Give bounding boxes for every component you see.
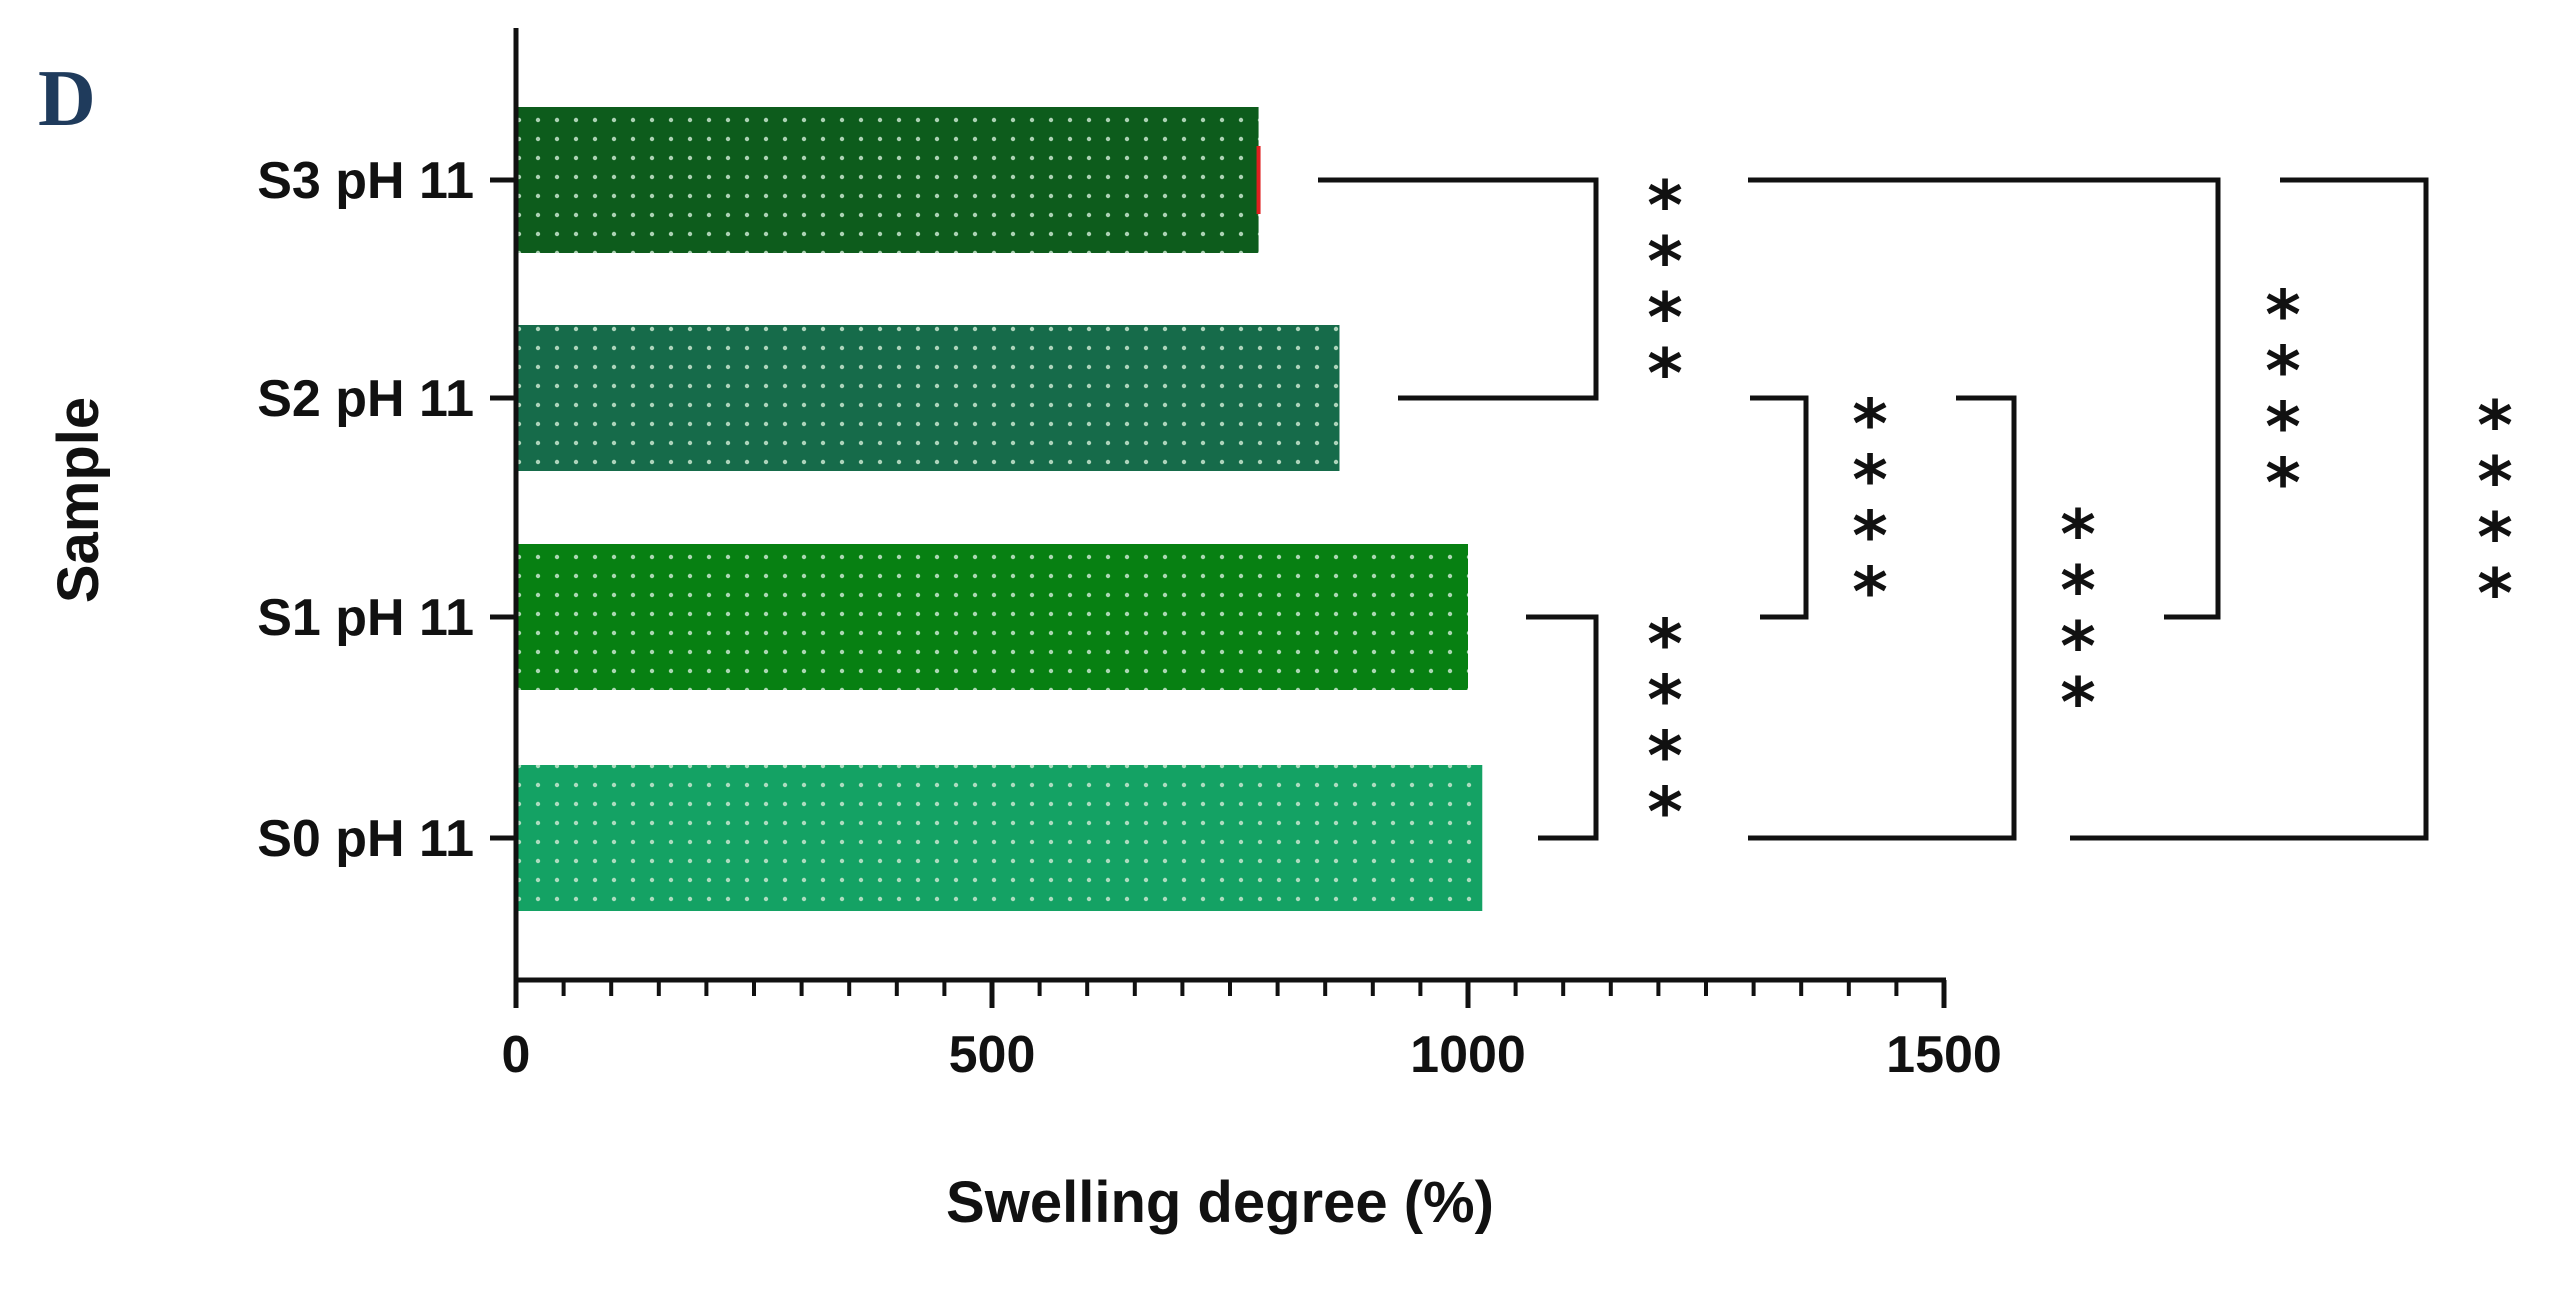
y-tick-label: S1 pH 11 (257, 589, 474, 647)
bar-texture (516, 325, 1340, 471)
y-tick-label: S2 pH 11 (257, 370, 474, 428)
bar-texture (516, 544, 1468, 690)
significance-star: * (2265, 277, 2301, 356)
significance-label: **** (2060, 496, 2096, 743)
bar-texture (516, 765, 1483, 911)
significance-star: * (2060, 608, 2096, 687)
significance-star: * (1647, 718, 1683, 797)
significance-star: * (1647, 662, 1683, 741)
significance-bracket (2070, 177, 2429, 841)
significance-star: * (1647, 167, 1683, 246)
significance-star: * (1852, 498, 1888, 577)
significance-label: **** (2477, 387, 2513, 634)
bars (516, 107, 1483, 911)
significance-star: * (1852, 554, 1888, 633)
y-axis-title: Sample (46, 397, 111, 603)
significance-star: * (1852, 442, 1888, 521)
x-tick-label: 500 (949, 1026, 1036, 1084)
significance-label: **** (1852, 386, 1888, 633)
significance-star: * (1647, 335, 1683, 414)
significance-star: * (2060, 496, 2096, 575)
y-tick-label: S0 pH 11 (257, 810, 474, 868)
significance-label: **** (1647, 606, 1683, 853)
y-tick-label: S3 pH 11 (257, 152, 474, 210)
significance-star: * (1852, 386, 1888, 465)
significance-label: **** (1647, 167, 1683, 414)
axes: S3 pH 11 S2 pH 11 S1 pH 11 S0 pH 11 0 500 1000… (257, 28, 2002, 1084)
bar-texture (516, 107, 1259, 253)
significance-star: * (2060, 664, 2096, 743)
significance-star: * (1647, 279, 1683, 358)
significance-label: **** (2265, 277, 2301, 524)
x-tick-label: 0 (502, 1026, 531, 1084)
significance-star: * (1647, 774, 1683, 853)
significance-bracket (1748, 395, 2017, 841)
x-axis-title: Swelling degree (%) (946, 1170, 1494, 1235)
significance-star: * (2477, 387, 2513, 466)
significance-star: * (2477, 443, 2513, 522)
significance-bracket (1526, 614, 1599, 841)
significance-bracket (1748, 177, 2221, 620)
x-tick-label: 1000 (1410, 1026, 1526, 1084)
significance-star: * (2265, 333, 2301, 412)
significance-bracket (1318, 177, 1599, 401)
x-tick-label: 1500 (1886, 1026, 2002, 1084)
significance-star: * (2265, 389, 2301, 468)
panel-label: D (38, 55, 96, 143)
significance-star: * (2265, 445, 2301, 524)
significance-star: * (2477, 499, 2513, 578)
significance-brackets: ************************ (1318, 167, 2513, 853)
significance-star: * (2477, 555, 2513, 634)
significance-star: * (2060, 552, 2096, 631)
significance-star: * (1647, 606, 1683, 685)
significance-star: * (1647, 223, 1683, 302)
significance-bracket (1750, 395, 1809, 620)
